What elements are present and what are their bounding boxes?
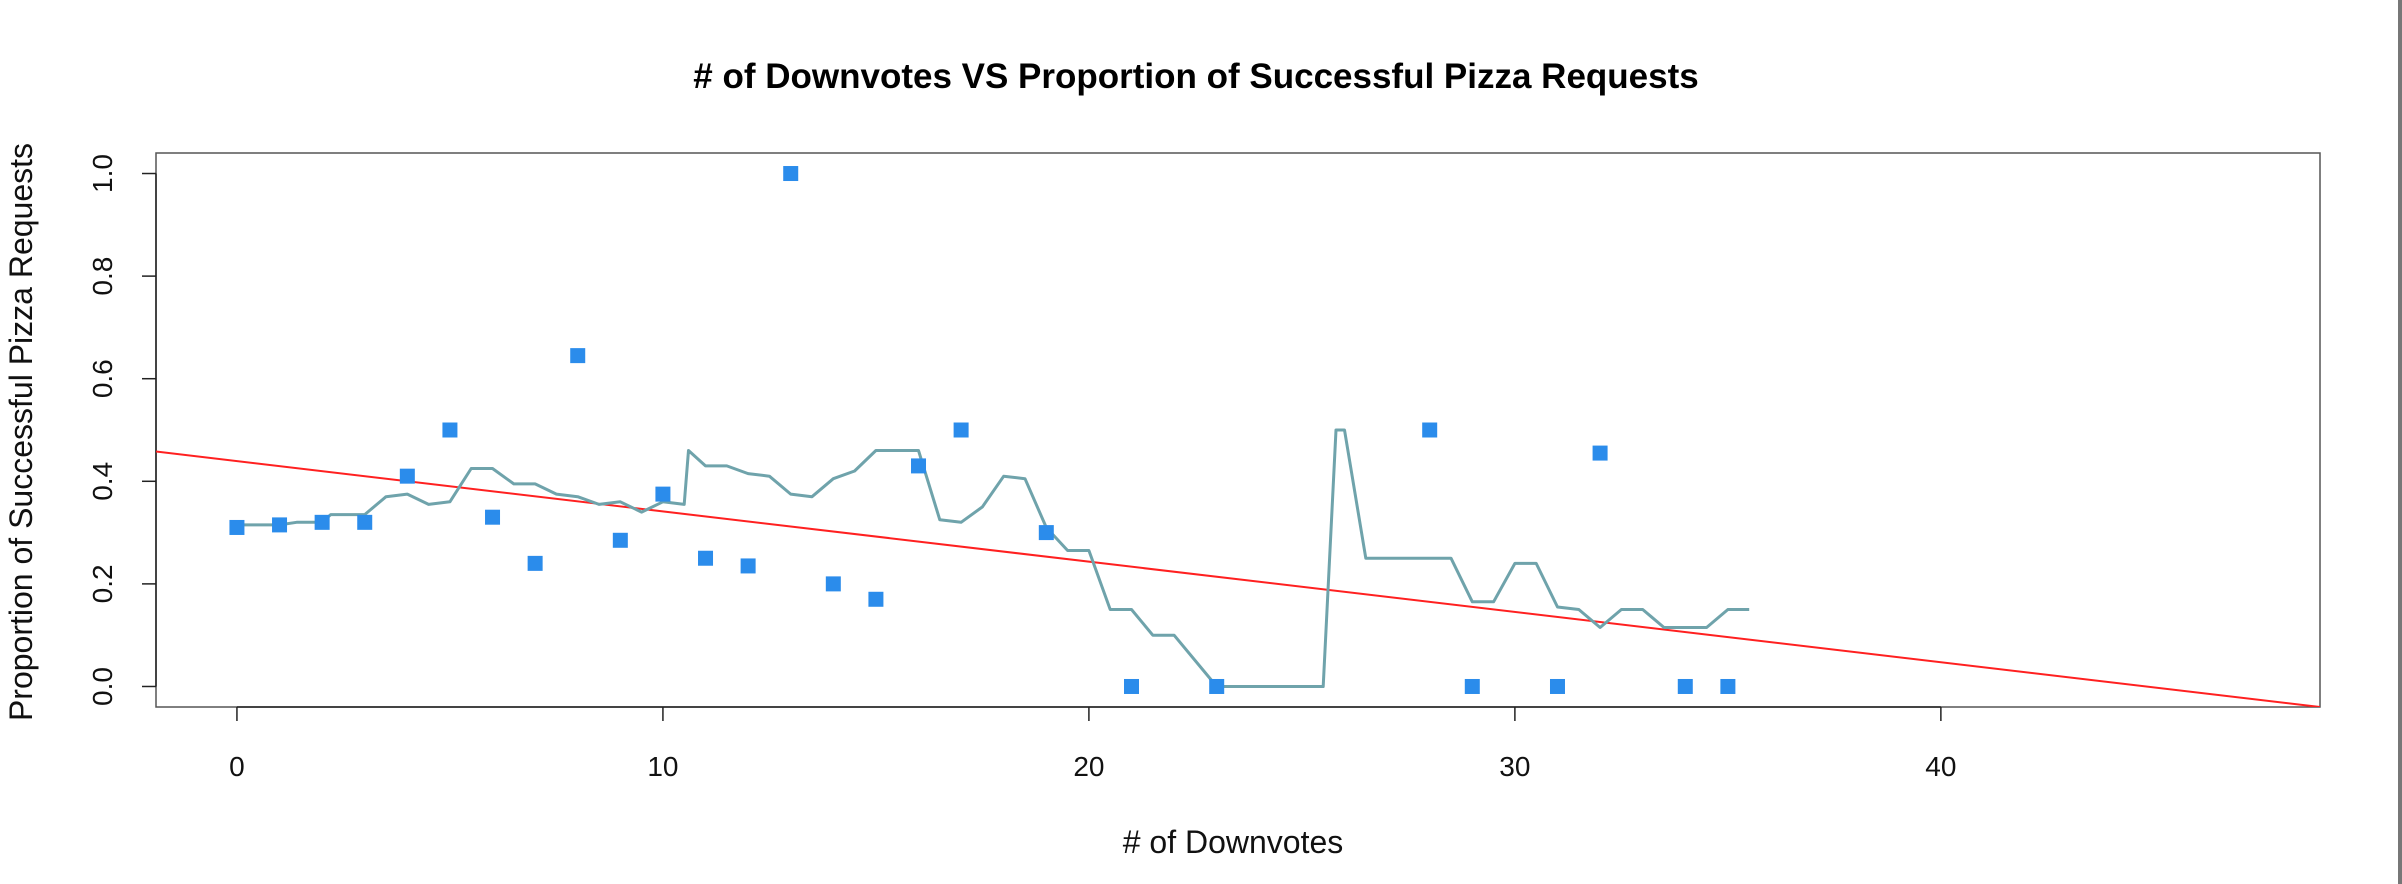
plot-area bbox=[156, 166, 2320, 707]
data-point bbox=[740, 558, 756, 574]
data-point bbox=[911, 458, 927, 474]
data-point bbox=[1124, 678, 1140, 694]
data-point bbox=[1209, 678, 1225, 694]
data-point bbox=[314, 514, 330, 530]
data-point bbox=[442, 422, 458, 438]
data-point bbox=[825, 576, 841, 592]
data-point bbox=[1677, 678, 1693, 694]
data-point bbox=[1549, 678, 1565, 694]
x-tick-label: 0 bbox=[229, 751, 245, 782]
data-point bbox=[612, 532, 628, 548]
data-point bbox=[1422, 422, 1438, 438]
x-tick-label: 10 bbox=[647, 751, 678, 782]
y-tick-label: 0.4 bbox=[87, 462, 118, 501]
smoothed-line bbox=[236, 428, 1750, 688]
data-point bbox=[272, 517, 288, 533]
y-tick-label: 0.6 bbox=[87, 359, 118, 398]
window-edge bbox=[2398, 0, 2402, 884]
data-point bbox=[1592, 445, 1608, 461]
data-point bbox=[655, 486, 671, 502]
y-tick-label: 1.0 bbox=[87, 154, 118, 193]
data-point bbox=[229, 519, 245, 535]
data-point bbox=[1038, 525, 1054, 541]
x-tick-label: 30 bbox=[1499, 751, 1530, 782]
data-point bbox=[698, 550, 714, 566]
regression-line bbox=[156, 450, 2320, 707]
data-point bbox=[1720, 678, 1736, 694]
data-point bbox=[399, 468, 415, 484]
x-axis: 0 10 20 30 40 bbox=[229, 706, 1956, 782]
data-point bbox=[868, 591, 884, 607]
data-point bbox=[485, 509, 501, 525]
y-tick-label: 0.0 bbox=[87, 667, 118, 706]
data-point bbox=[570, 348, 586, 364]
data-point bbox=[357, 514, 373, 530]
x-tick-label: 20 bbox=[1073, 751, 1104, 782]
data-point bbox=[1464, 678, 1480, 694]
y-tick-label: 0.8 bbox=[87, 257, 118, 296]
x-axis-label: # of Downvotes bbox=[1123, 824, 1344, 860]
chart-title: # of Downvotes VS Proportion of Successf… bbox=[693, 57, 1698, 96]
plot-frame bbox=[155, 152, 2321, 708]
x-tick-label: 40 bbox=[1925, 751, 1956, 782]
data-point bbox=[953, 422, 969, 438]
y-axis-label: Proportion of Successful Pizza Requests bbox=[3, 143, 39, 721]
data-point bbox=[783, 166, 799, 182]
data-point bbox=[527, 555, 543, 571]
y-axis: 0.0 0.2 0.4 0.6 0.8 1.0 bbox=[87, 154, 157, 706]
y-tick-label: 0.2 bbox=[87, 564, 118, 603]
